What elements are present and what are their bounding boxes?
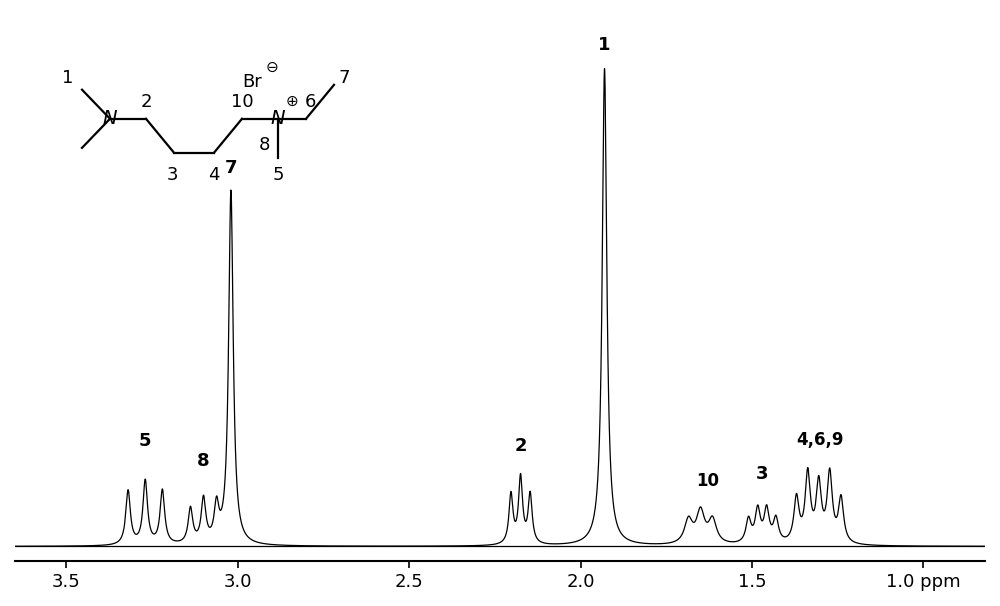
Text: 7: 7	[338, 68, 350, 87]
Text: 3: 3	[756, 465, 768, 484]
Text: 7: 7	[225, 159, 237, 178]
Text: N: N	[103, 109, 117, 128]
Text: 2: 2	[140, 93, 152, 111]
Text: 1: 1	[62, 68, 74, 87]
Text: 8: 8	[258, 136, 270, 155]
Text: 5: 5	[139, 433, 151, 450]
Text: 8: 8	[197, 452, 210, 470]
Text: 4,6,9: 4,6,9	[797, 431, 844, 449]
Text: 1: 1	[598, 36, 611, 55]
Text: 5: 5	[272, 165, 284, 184]
Text: 3: 3	[166, 165, 178, 184]
Text: ⊖: ⊖	[266, 61, 278, 75]
Text: Br: Br	[242, 73, 262, 92]
Text: 6: 6	[304, 93, 316, 111]
Text: ⊕: ⊕	[286, 95, 298, 109]
Text: 10: 10	[231, 93, 253, 111]
Text: 4: 4	[208, 165, 220, 184]
Text: 2: 2	[514, 438, 527, 455]
Text: N: N	[271, 109, 285, 128]
Text: 10: 10	[696, 472, 719, 490]
